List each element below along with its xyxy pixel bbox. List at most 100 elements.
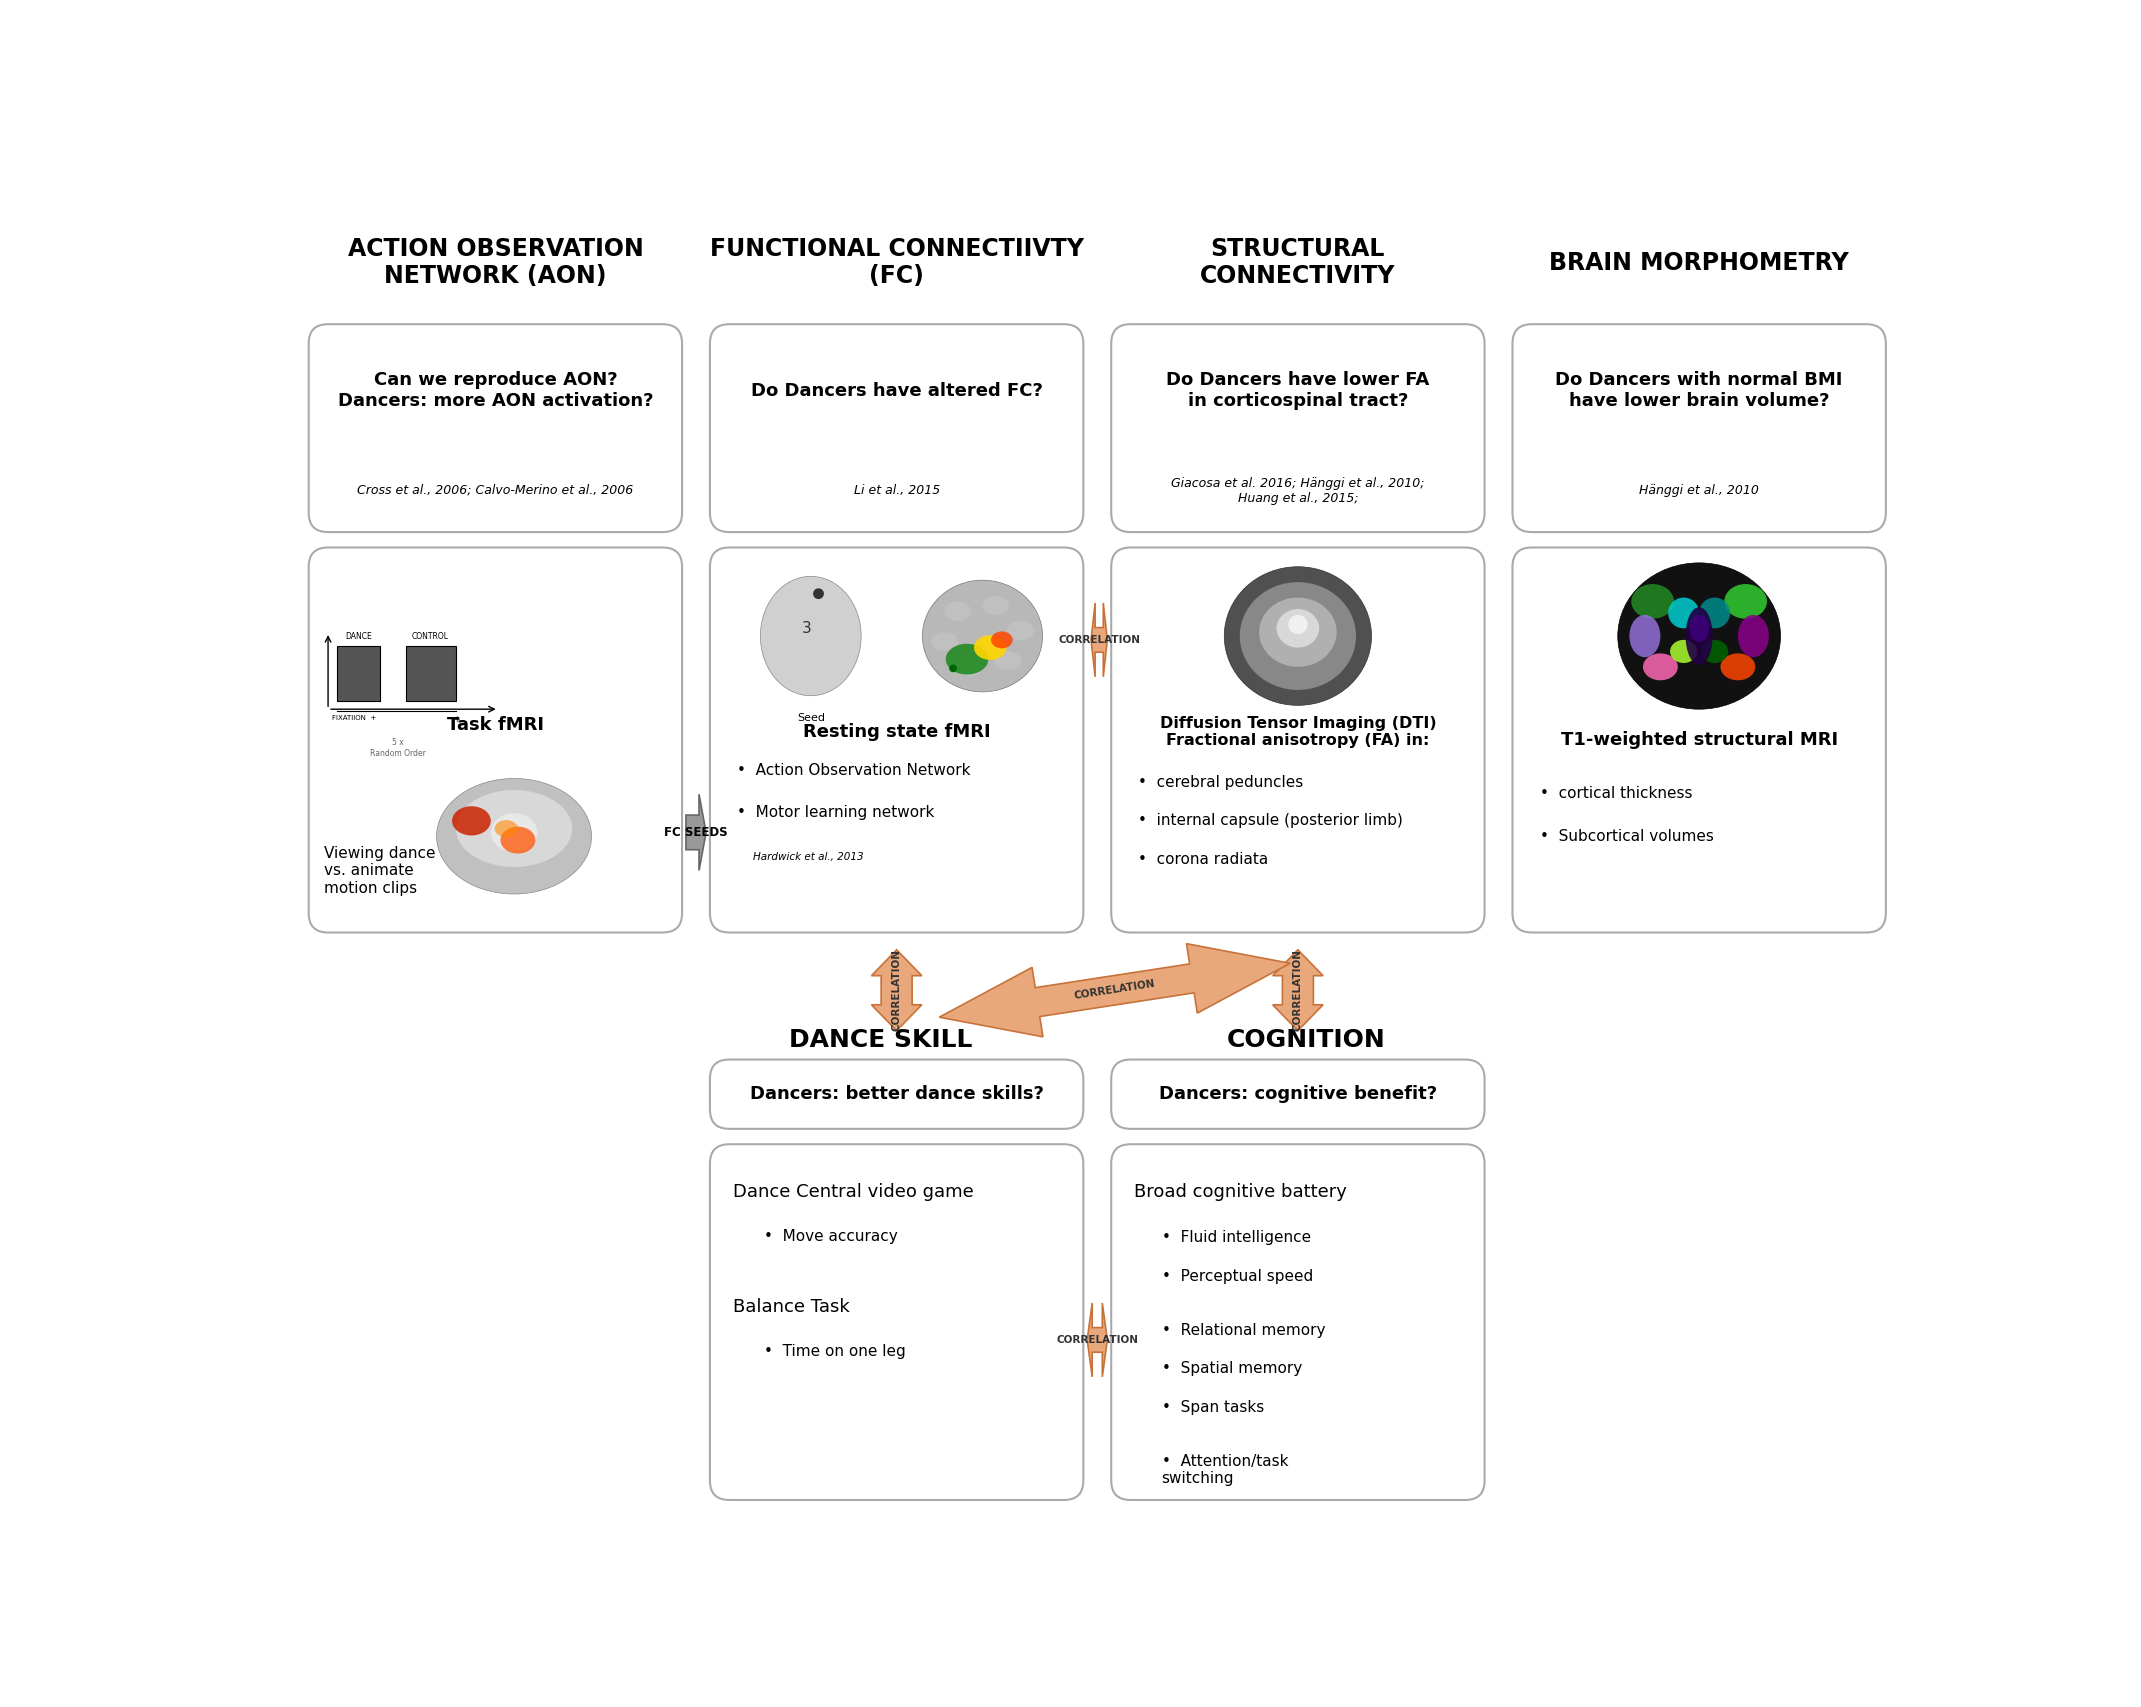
Ellipse shape bbox=[1629, 615, 1661, 657]
Circle shape bbox=[814, 589, 824, 599]
Text: Resting state fMRI: Resting state fMRI bbox=[803, 724, 991, 741]
Polygon shape bbox=[1088, 1302, 1107, 1378]
Text: STRUCTURAL
CONNECTIVITY: STRUCTURAL CONNECTIVITY bbox=[1201, 237, 1396, 288]
Ellipse shape bbox=[955, 657, 983, 676]
Text: Hardwick et al., 2013: Hardwick et al., 2013 bbox=[754, 852, 863, 862]
Polygon shape bbox=[871, 949, 923, 1031]
FancyBboxPatch shape bbox=[711, 548, 1083, 932]
Ellipse shape bbox=[1724, 584, 1766, 618]
Text: Do Dancers have lower FA
in corticospinal tract?: Do Dancers have lower FA in corticospina… bbox=[1167, 372, 1430, 410]
FancyBboxPatch shape bbox=[308, 548, 683, 932]
Text: CONTROL: CONTROL bbox=[411, 632, 450, 642]
Text: •  Attention/task
switching: • Attention/task switching bbox=[1163, 1454, 1289, 1487]
Text: Dance Central video game: Dance Central video game bbox=[732, 1183, 974, 1200]
FancyBboxPatch shape bbox=[1512, 548, 1886, 932]
Ellipse shape bbox=[1006, 621, 1034, 640]
Text: 3: 3 bbox=[803, 621, 811, 635]
Text: DANCE: DANCE bbox=[345, 632, 373, 642]
Ellipse shape bbox=[437, 778, 591, 894]
Text: •  Motor learning network: • Motor learning network bbox=[737, 806, 933, 821]
Ellipse shape bbox=[760, 577, 861, 696]
Ellipse shape bbox=[1685, 608, 1713, 666]
Text: FC SEEDS: FC SEEDS bbox=[664, 826, 728, 838]
Text: Task fMRI: Task fMRI bbox=[447, 715, 544, 734]
Ellipse shape bbox=[1276, 609, 1319, 647]
Text: •  Action Observation Network: • Action Observation Network bbox=[737, 763, 970, 778]
Ellipse shape bbox=[1702, 640, 1728, 662]
Text: 5 x
Random Order: 5 x Random Order bbox=[370, 739, 426, 758]
Text: •  cerebral peduncles: • cerebral peduncles bbox=[1139, 775, 1304, 790]
Ellipse shape bbox=[1225, 567, 1372, 705]
Text: •  cortical thickness: • cortical thickness bbox=[1539, 787, 1691, 801]
Text: Do Dancers with normal BMI
have lower brain volume?: Do Dancers with normal BMI have lower br… bbox=[1557, 372, 1843, 410]
Text: +: + bbox=[452, 715, 458, 724]
FancyBboxPatch shape bbox=[405, 645, 456, 702]
Text: CORRELATION: CORRELATION bbox=[1073, 980, 1156, 1002]
FancyBboxPatch shape bbox=[1111, 324, 1484, 533]
FancyBboxPatch shape bbox=[711, 1060, 1083, 1128]
Text: FIXATIION  +: FIXATIION + bbox=[332, 715, 377, 722]
Text: CORRELATION: CORRELATION bbox=[1293, 949, 1304, 1031]
Text: T1-weighted structural MRI: T1-weighted structural MRI bbox=[1561, 731, 1837, 749]
FancyBboxPatch shape bbox=[338, 645, 379, 702]
Ellipse shape bbox=[931, 632, 957, 652]
Text: COGNITION: COGNITION bbox=[1227, 1028, 1385, 1052]
Text: Cross et al., 2006; Calvo-Merino et al., 2006: Cross et al., 2006; Calvo-Merino et al.,… bbox=[358, 485, 634, 497]
Text: Giacosa et al. 2016; Hänggi et al., 2010;
Huang et al., 2015;: Giacosa et al. 2016; Hänggi et al., 2010… bbox=[1171, 476, 1424, 505]
Polygon shape bbox=[1092, 603, 1107, 678]
Ellipse shape bbox=[1240, 582, 1355, 690]
Ellipse shape bbox=[1289, 615, 1308, 633]
Ellipse shape bbox=[974, 635, 1006, 661]
Text: •  Time on one leg: • Time on one leg bbox=[764, 1345, 906, 1359]
Ellipse shape bbox=[1259, 597, 1336, 667]
Text: FUNCTIONAL CONNECTIIVTY
(FC): FUNCTIONAL CONNECTIIVTY (FC) bbox=[709, 237, 1083, 288]
Text: Diffusion Tensor Imaging (DTI)
Fractional anisotropy (FA) in:: Diffusion Tensor Imaging (DTI) Fractiona… bbox=[1160, 717, 1437, 748]
FancyBboxPatch shape bbox=[1512, 324, 1886, 533]
Text: Hänggi et al., 2010: Hänggi et al., 2010 bbox=[1640, 485, 1760, 497]
Ellipse shape bbox=[1642, 654, 1679, 681]
Text: Dancers: better dance skills?: Dancers: better dance skills? bbox=[749, 1086, 1043, 1103]
Ellipse shape bbox=[501, 826, 535, 854]
Ellipse shape bbox=[490, 813, 537, 852]
Text: •  Span tasks: • Span tasks bbox=[1163, 1400, 1263, 1415]
Text: ACTION OBSERVATION
NETWORK (AON): ACTION OBSERVATION NETWORK (AON) bbox=[347, 237, 642, 288]
Text: •  corona radiata: • corona radiata bbox=[1139, 852, 1270, 867]
Ellipse shape bbox=[1668, 597, 1700, 628]
Ellipse shape bbox=[495, 819, 518, 836]
FancyBboxPatch shape bbox=[1111, 1060, 1484, 1128]
Ellipse shape bbox=[1721, 654, 1756, 681]
Ellipse shape bbox=[1631, 584, 1674, 618]
Text: •  internal capsule (posterior limb): • internal capsule (posterior limb) bbox=[1139, 813, 1402, 828]
Ellipse shape bbox=[993, 650, 1021, 671]
FancyBboxPatch shape bbox=[1111, 548, 1484, 932]
Ellipse shape bbox=[946, 644, 989, 674]
FancyBboxPatch shape bbox=[711, 324, 1083, 533]
FancyBboxPatch shape bbox=[1111, 1144, 1484, 1500]
Ellipse shape bbox=[983, 596, 1008, 615]
Text: •  Subcortical volumes: • Subcortical volumes bbox=[1539, 828, 1713, 843]
Text: CORRELATION: CORRELATION bbox=[1056, 1335, 1139, 1345]
Text: •  Move accuracy: • Move accuracy bbox=[764, 1229, 897, 1244]
Polygon shape bbox=[685, 794, 707, 871]
Text: CORRELATION: CORRELATION bbox=[891, 949, 901, 1031]
Text: CORRELATION: CORRELATION bbox=[1058, 635, 1141, 645]
Text: •  Perceptual speed: • Perceptual speed bbox=[1163, 1268, 1312, 1284]
Text: Seed: Seed bbox=[796, 714, 824, 724]
Polygon shape bbox=[1272, 949, 1323, 1031]
Text: •  Relational memory: • Relational memory bbox=[1163, 1323, 1325, 1338]
Text: Li et al., 2015: Li et al., 2015 bbox=[854, 485, 940, 497]
Ellipse shape bbox=[944, 601, 972, 621]
Text: Do Dancers have altered FC?: Do Dancers have altered FC? bbox=[751, 382, 1043, 399]
Text: Viewing dance
vs. animate
motion clips: Viewing dance vs. animate motion clips bbox=[323, 847, 437, 896]
Ellipse shape bbox=[1670, 640, 1698, 662]
Text: Dancers: cognitive benefit?: Dancers: cognitive benefit? bbox=[1158, 1086, 1437, 1103]
Polygon shape bbox=[940, 944, 1291, 1036]
FancyBboxPatch shape bbox=[308, 324, 683, 533]
Ellipse shape bbox=[456, 790, 572, 867]
Text: •  Fluid intelligence: • Fluid intelligence bbox=[1163, 1231, 1310, 1246]
Text: Balance Task: Balance Task bbox=[732, 1299, 850, 1316]
FancyBboxPatch shape bbox=[711, 1144, 1083, 1500]
Ellipse shape bbox=[1689, 615, 1709, 642]
Ellipse shape bbox=[1738, 615, 1768, 657]
Ellipse shape bbox=[1700, 597, 1730, 628]
